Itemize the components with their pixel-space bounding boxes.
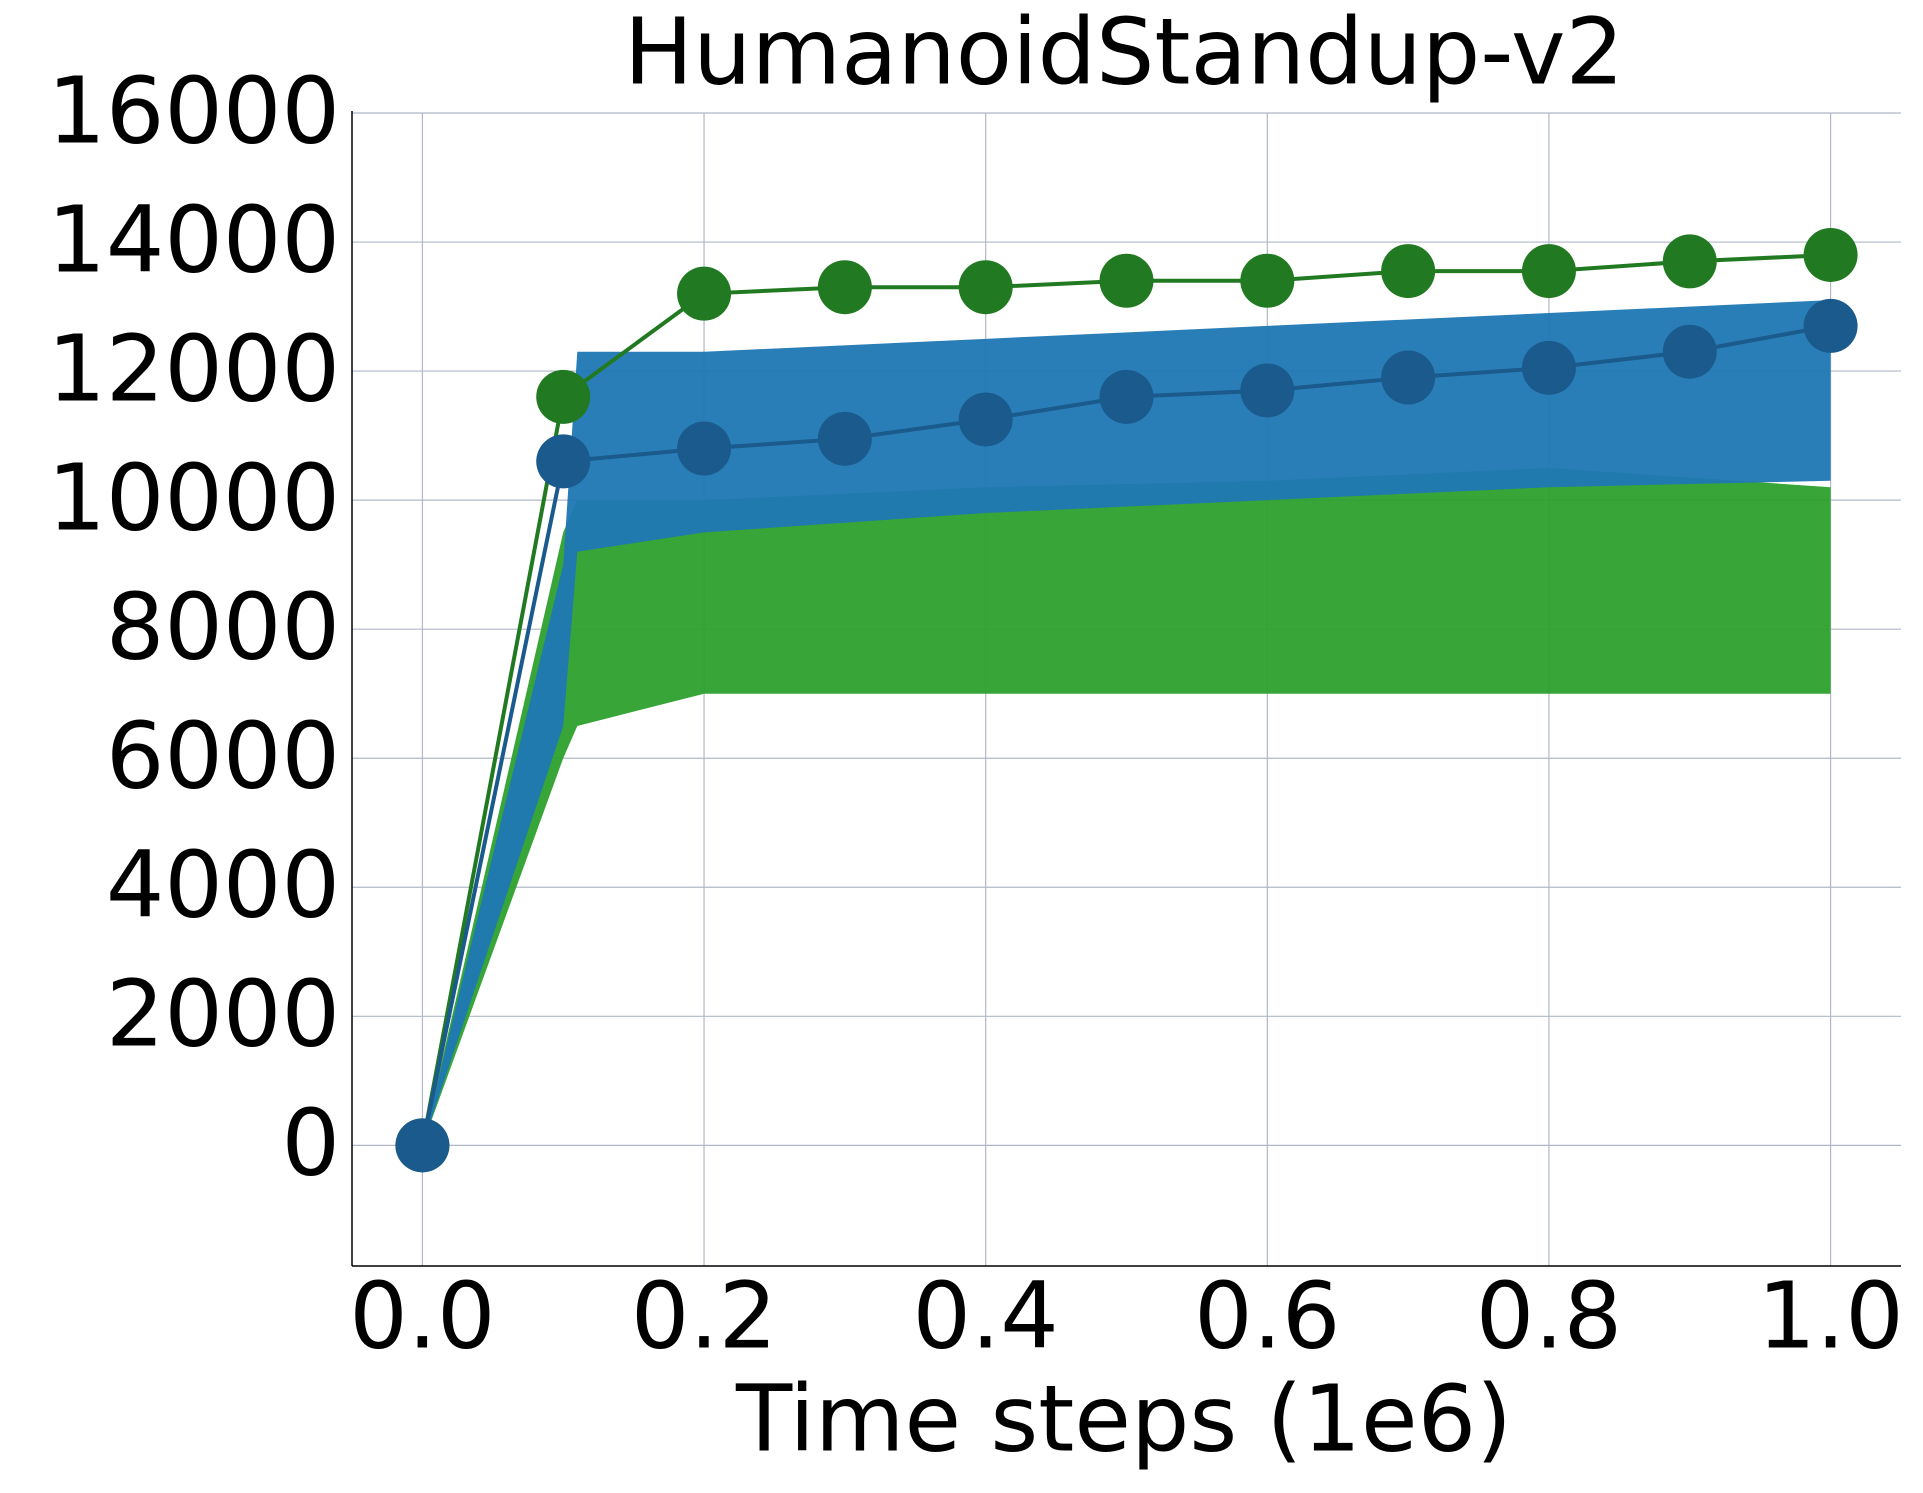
x-tick-label: 1.0 [1757,1262,1903,1369]
x-tick-label: 0.0 [349,1262,495,1369]
band [422,467,1831,1146]
marker [1521,244,1576,299]
x-tick-label: 0.8 [1476,1262,1622,1369]
y-tick-label: 10000 [47,445,340,552]
y-tick-label: 16000 [47,57,340,164]
x-tick-label: 0.4 [913,1262,1059,1369]
marker [958,260,1013,315]
y-tick-label: 8000 [106,574,340,681]
y-tick-label: 14000 [47,186,340,293]
band [422,300,1831,1146]
marker [1381,244,1436,299]
marker [536,369,591,424]
marker [1803,227,1858,282]
marker [1381,350,1436,405]
x-axis-label: Time steps (1e6) [735,1365,1512,1472]
marker [677,266,732,321]
chart-title: HumanoidStandup-v2 [624,0,1624,105]
marker [1521,340,1576,395]
marker [817,260,872,315]
marker [817,411,872,466]
marker [677,421,732,476]
marker [1240,363,1295,418]
marker [1099,253,1154,308]
x-tick-label: 0.2 [631,1262,777,1369]
marker [1662,324,1717,379]
marker [1240,253,1295,308]
marker [958,392,1013,447]
marker [1099,369,1154,424]
y-tick-label: 0 [281,1090,340,1197]
y-tick-label: 12000 [47,315,340,422]
y-tick-label: 2000 [106,961,340,1068]
y-tick-label: 6000 [106,703,340,810]
marker [1662,234,1717,289]
x-tick-label: 0.6 [1194,1262,1340,1369]
marker [536,434,591,489]
marker [395,1118,450,1173]
marker [1803,298,1858,353]
y-tick-label: 4000 [106,832,340,939]
